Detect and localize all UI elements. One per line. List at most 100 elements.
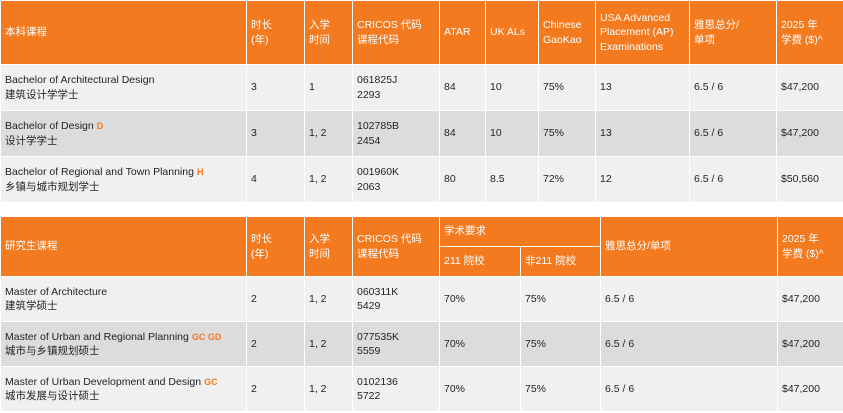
header-line: Examinations xyxy=(600,40,664,53)
req-non211-cell: 75% xyxy=(520,321,601,367)
header-line: 时长 xyxy=(251,19,272,32)
ukal-cell: 10 xyxy=(485,64,539,111)
cricos-cell: 0102136 5722 xyxy=(352,366,440,412)
req-211-cell: 70% xyxy=(439,276,521,322)
intake-cell: 1, 2 xyxy=(304,276,353,322)
col-header-atar: ATAR xyxy=(439,0,486,65)
ielts-cell: 6.5 / 6 xyxy=(600,276,778,322)
program-tag: GC GD xyxy=(191,331,222,342)
table-row: Bachelor of Design D 设计学学士 3 1, 2 102785B 2454… xyxy=(0,110,843,157)
duration-cell: 2 xyxy=(246,276,305,322)
course-code: 5559 xyxy=(357,345,381,357)
intake-cell: 1, 2 xyxy=(304,366,353,412)
program-tag: H xyxy=(196,167,204,178)
program-tag: GC xyxy=(204,376,218,387)
header-line: (年) xyxy=(251,33,269,46)
program-name-cell: Master of Architecture 建筑学硕士 xyxy=(0,276,247,322)
col-header-intake: 入学 时间 xyxy=(304,216,353,277)
header-line: USA Advanced xyxy=(600,12,671,25)
intake-cell: 1, 2 xyxy=(304,110,353,157)
intake-cell: 1, 2 xyxy=(304,156,353,203)
postgrad-table: 研究生课程 时长 (年) 入学 时间 CRICOS 代码 课程代码 学术要求 雅思总分… xyxy=(0,216,843,412)
ap-cell: 12 xyxy=(595,156,690,203)
col-header-program: 本科课程 xyxy=(0,0,247,65)
ap-cell: 13 xyxy=(595,64,690,111)
header-line: 课程代码 xyxy=(357,247,399,260)
cricos-cell: 060311K 5429 xyxy=(352,276,440,322)
program-name-en: Bachelor of Design xyxy=(5,120,94,133)
col-header-non211: 非211 院校 xyxy=(520,246,601,277)
col-header-academic-req: 学术要求 xyxy=(439,216,601,247)
cricos-code: 061825J xyxy=(357,74,398,87)
duration-cell: 2 xyxy=(246,366,305,412)
ielts-cell: 6.5 / 6 xyxy=(600,366,778,412)
program-name-zh: 建筑学硕士 xyxy=(5,300,58,312)
cricos-code: 001960K xyxy=(357,166,400,179)
program-name-zh: 城市发展与设计硕士 xyxy=(5,390,100,402)
program-tag: D xyxy=(96,121,104,132)
header-line: GaoKao xyxy=(543,33,582,46)
course-code: 5722 xyxy=(357,390,381,402)
course-code: 2063 xyxy=(357,180,381,193)
col-header-cricos: CRICOS 代码 课程代码 xyxy=(352,0,440,65)
postgrad-header-row-2: 211 院校 非211 院校 xyxy=(1,246,843,277)
program-name-zh: 乡镇与城市规划学士 xyxy=(5,180,100,193)
course-code: 5429 xyxy=(357,300,381,312)
program-name-en: Bachelor of Architectural Design xyxy=(5,74,155,87)
ielts-cell: 6.5 / 6 xyxy=(689,64,777,111)
col-header-gaokao: Chinese GaoKao xyxy=(538,0,596,65)
header-line: 雅思总分/ xyxy=(694,19,739,32)
header-line: CRICOS 代码 xyxy=(357,19,422,32)
header-line: Placement (AP) xyxy=(600,26,674,39)
col-header-program: 研究生课程 xyxy=(0,216,247,277)
header-line: 课程代码 xyxy=(357,33,399,46)
fee-cell: $47,200 xyxy=(777,276,843,322)
header-line: 2025 年 xyxy=(782,233,819,246)
cricos-cell: 077535K 5559 xyxy=(352,321,440,367)
col-header-211: 211 院校 xyxy=(439,246,521,277)
ukal-cell: 10 xyxy=(485,110,539,157)
header-line: Chinese xyxy=(543,19,582,32)
cricos-cell: 001960K 2063 xyxy=(352,156,440,203)
fee-cell: $47,200 xyxy=(777,366,843,412)
header-line: 2025 年 xyxy=(781,19,818,32)
program-name-cell: Bachelor of Architectural Design 建筑设计学学士 xyxy=(0,64,247,111)
ielts-cell: 6.5 / 6 xyxy=(689,156,777,203)
col-header-ap: USA Advanced Placement (AP) Examinations xyxy=(595,0,690,65)
intake-cell: 1 xyxy=(304,64,353,111)
program-name-cell: Bachelor of Regional and Town Planning H 乡… xyxy=(0,156,247,203)
ielts-cell: 6.5 / 6 xyxy=(689,110,777,157)
gaokao-cell: 72% xyxy=(538,156,596,203)
col-header-duration: 时长 (年) xyxy=(246,0,305,65)
col-header-intake: 入学 时间 xyxy=(304,0,353,65)
header-line: 时间 xyxy=(309,247,330,260)
header-line: 时长 xyxy=(251,233,272,246)
table-row: Master of Urban and Regional Planning GC … xyxy=(0,321,843,367)
program-name-zh: 建筑设计学学士 xyxy=(5,88,79,101)
cricos-code: 0102136 xyxy=(357,375,398,388)
header-line: 入学 xyxy=(309,233,330,246)
duration-cell: 2 xyxy=(246,321,305,367)
course-code: 2454 xyxy=(357,134,381,147)
req-211-cell: 70% xyxy=(439,366,521,412)
req-non211-cell: 75% xyxy=(520,276,601,322)
col-header-ielts: 雅思总分/单项 xyxy=(689,0,777,65)
program-name-cell: Master of Urban Development and Design GC… xyxy=(0,366,247,412)
postgrad-header-row-1: 研究生课程 时长 (年) 入学 时间 CRICOS 代码 课程代码 学术要求 雅思总分… xyxy=(0,216,843,277)
course-code: 2293 xyxy=(357,88,381,101)
req-non211-cell: 75% xyxy=(520,366,601,412)
gaokao-cell: 75% xyxy=(538,64,596,111)
col-header-ielts: 雅思总分/单项 xyxy=(600,216,778,277)
col-header-fee: 2025 年学费 ($)^ xyxy=(776,0,843,65)
header-line: CRICOS 代码 xyxy=(357,233,422,246)
header-line: (年) xyxy=(251,247,269,260)
ielts-cell: 6.5 / 6 xyxy=(600,321,778,367)
cricos-code: 077535K xyxy=(357,330,400,343)
fee-cell: $47,200 xyxy=(776,64,843,111)
fee-cell: $50,560 xyxy=(776,156,843,203)
table-row: Bachelor of Architectural Design 建筑设计学学士 3… xyxy=(0,64,843,111)
atar-cell: 80 xyxy=(439,156,486,203)
cricos-code: 102785B xyxy=(357,120,400,133)
fee-cell: $47,200 xyxy=(777,321,843,367)
col-header-cricos: CRICOS 代码 课程代码 xyxy=(352,216,440,277)
